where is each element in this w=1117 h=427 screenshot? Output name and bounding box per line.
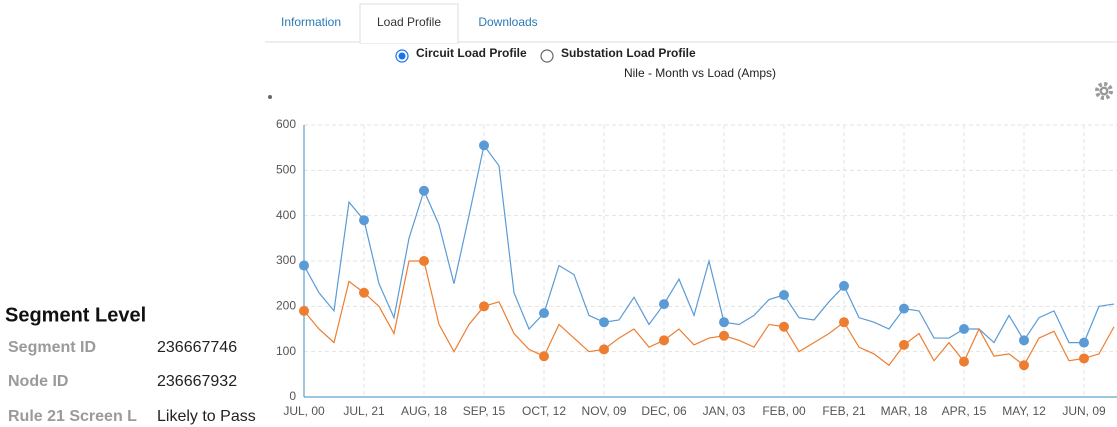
x-tick-label: JUL, 00 xyxy=(283,404,325,418)
series-marker xyxy=(959,356,969,367)
series-marker xyxy=(1079,337,1089,348)
series-marker xyxy=(1019,335,1029,346)
series-marker xyxy=(479,301,489,312)
menu-dot[interactable] xyxy=(268,95,272,99)
x-tick-label: MAY, 12 xyxy=(1002,404,1046,418)
series-marker xyxy=(599,344,609,355)
y-tick-label: 500 xyxy=(276,163,296,177)
series-marker xyxy=(599,317,609,328)
series-marker xyxy=(419,185,429,196)
x-tick-label: JUL, 21 xyxy=(343,404,385,418)
series-marker xyxy=(1079,353,1089,364)
radio-label[interactable]: Substation Load Profile xyxy=(561,46,696,60)
series-marker xyxy=(359,287,369,298)
x-tick-label: NOV, 09 xyxy=(582,404,627,418)
x-tick-label: JUN, 09 xyxy=(1062,404,1106,418)
segment-value: Likely to Pass xyxy=(157,408,256,425)
y-tick-label: 0 xyxy=(289,389,296,403)
series-marker xyxy=(359,215,369,226)
x-tick-label: FEB, 21 xyxy=(822,404,866,418)
series-marker xyxy=(779,321,789,332)
y-tick-label: 400 xyxy=(276,208,296,222)
segment-label: Rule 21 Screen L xyxy=(8,408,137,425)
series-marker xyxy=(659,335,669,346)
series-marker xyxy=(419,256,429,266)
series-marker xyxy=(899,303,909,314)
y-tick-label: 300 xyxy=(276,253,296,267)
radio-button[interactable] xyxy=(540,49,554,63)
y-tick-label: 200 xyxy=(276,299,296,313)
x-tick-label: JAN, 03 xyxy=(703,404,746,418)
segment-title: Segment Level xyxy=(5,304,146,326)
series-marker xyxy=(539,351,549,362)
series-marker xyxy=(839,317,849,328)
segment-value: 236667932 xyxy=(157,373,237,390)
series-marker xyxy=(719,317,729,328)
series-line xyxy=(303,260,1115,367)
series-marker xyxy=(779,290,789,300)
y-tick-label: 100 xyxy=(276,344,296,358)
settings-icon[interactable] xyxy=(1095,82,1113,100)
radio-label[interactable]: Circuit Load Profile xyxy=(416,46,527,60)
series-marker xyxy=(719,330,729,341)
series-marker xyxy=(899,339,909,350)
tab[interactable]: Downloads xyxy=(478,15,537,29)
x-tick-label: SEP, 15 xyxy=(463,404,506,418)
x-tick-label: MAR, 18 xyxy=(881,404,928,418)
x-tick-label: APR, 15 xyxy=(942,404,987,418)
x-tick-label: AUG, 18 xyxy=(401,404,447,418)
tab[interactable]: Load Profile xyxy=(377,15,441,29)
y-tick-label: 600 xyxy=(276,117,296,131)
segment-value: 236667746 xyxy=(157,339,237,356)
series-marker xyxy=(839,280,849,291)
series-marker xyxy=(659,299,669,310)
chart-title: Nile - Month vs Load (Amps) xyxy=(624,66,776,80)
x-tick-label: DEC, 06 xyxy=(641,404,687,418)
radio-dot xyxy=(398,52,406,60)
series-marker xyxy=(299,260,309,271)
series-marker xyxy=(479,140,489,151)
series-line xyxy=(303,143,1115,344)
x-tick-label: OCT, 12 xyxy=(522,404,566,418)
segment-label: Segment ID xyxy=(8,339,96,356)
tab[interactable]: Information xyxy=(281,15,341,29)
x-tick-label: FEB, 00 xyxy=(762,404,806,418)
series-marker xyxy=(299,305,309,316)
segment-label: Node ID xyxy=(8,373,68,390)
series-marker xyxy=(539,308,549,319)
series-marker xyxy=(1019,360,1029,371)
series-marker xyxy=(959,324,969,334)
